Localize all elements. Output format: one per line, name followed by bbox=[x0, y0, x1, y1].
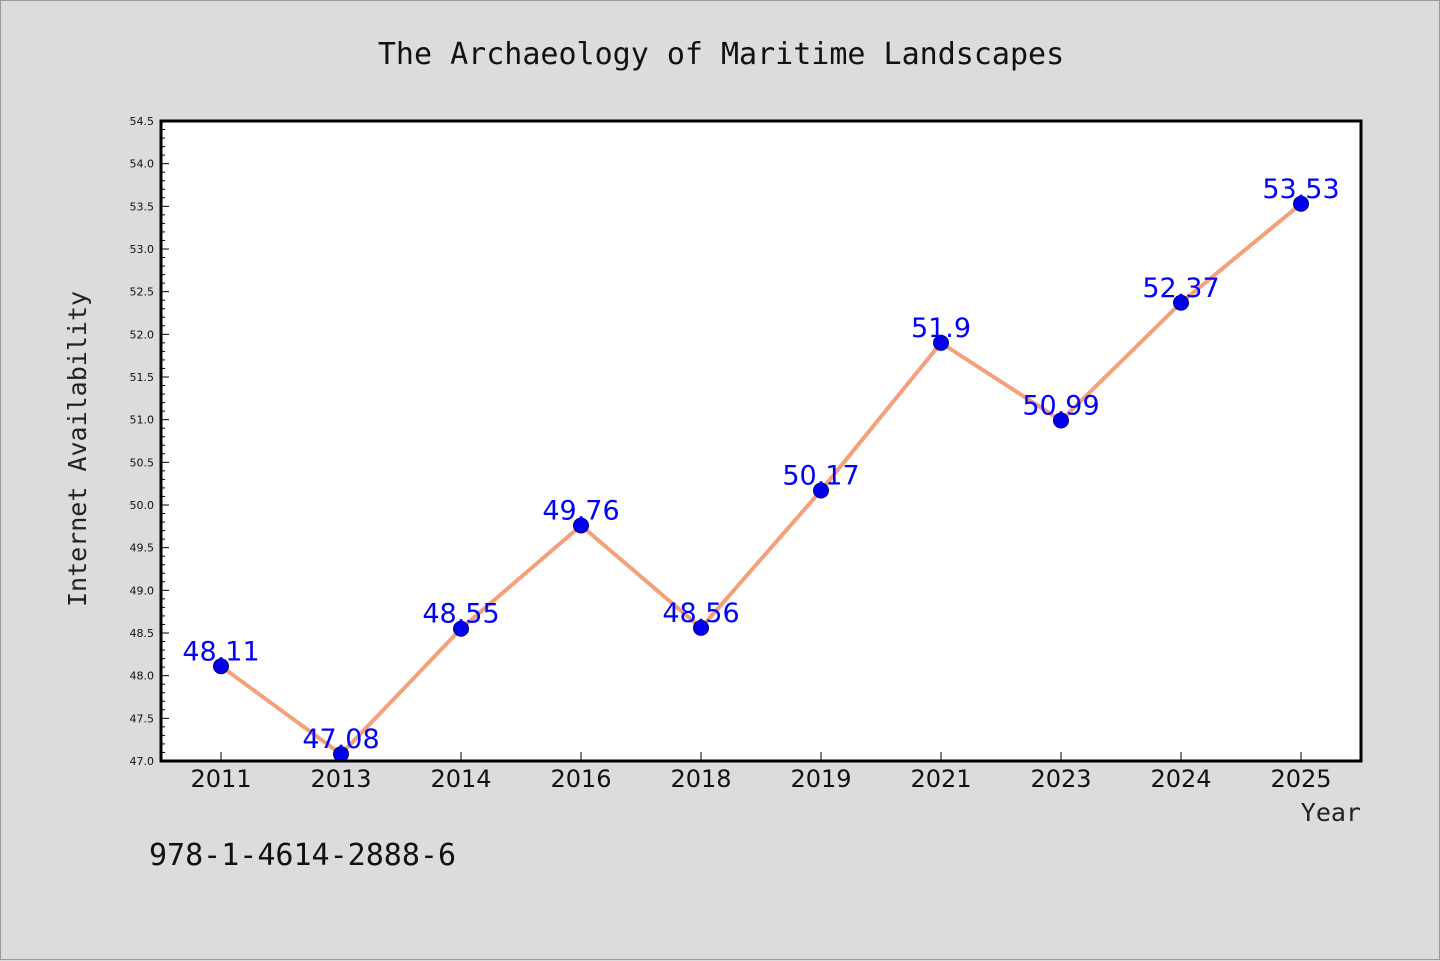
data-point bbox=[1053, 412, 1069, 429]
x-tick-label: 2025 bbox=[1270, 765, 1331, 793]
x-axis-label: Year bbox=[1301, 798, 1361, 827]
data-label: 53.53 bbox=[1262, 174, 1339, 205]
y-tick-label: 52.0 bbox=[130, 328, 155, 341]
y-tick-label: 54.0 bbox=[130, 158, 155, 171]
y-tick-label: 53.0 bbox=[130, 243, 155, 256]
x-tick-label: 2011 bbox=[190, 765, 251, 793]
x-tick-label: 2024 bbox=[1150, 765, 1211, 793]
y-tick-label: 48.5 bbox=[130, 627, 155, 640]
data-point bbox=[693, 619, 709, 636]
x-tick-label: 2019 bbox=[790, 765, 851, 793]
data-label: 51.9 bbox=[911, 313, 971, 344]
data-point bbox=[813, 482, 829, 499]
y-tick-label: 54.5 bbox=[130, 115, 155, 128]
y-tick-label: 47.0 bbox=[130, 755, 155, 768]
data-label: 50.17 bbox=[782, 460, 859, 491]
data-label: 52.37 bbox=[1142, 273, 1219, 304]
x-tick-label: 2013 bbox=[310, 765, 371, 793]
data-label: 48.55 bbox=[422, 599, 499, 630]
y-tick-label: 49.0 bbox=[130, 584, 155, 597]
data-label: 48.11 bbox=[182, 636, 259, 667]
y-tick-label: 52.5 bbox=[130, 286, 155, 299]
data-label: 49.76 bbox=[542, 495, 619, 526]
y-tick-label: 53.5 bbox=[130, 200, 155, 213]
chart-title: The Archaeology of Maritime Landscapes bbox=[378, 37, 1064, 72]
data-point bbox=[453, 620, 469, 637]
isbn-text: 978-1-4614-2888-6 bbox=[149, 838, 456, 873]
y-tick-label: 50.5 bbox=[130, 456, 155, 469]
data-point bbox=[933, 334, 949, 351]
y-tick-label: 48.0 bbox=[130, 670, 155, 683]
x-tick-label: 2018 bbox=[670, 765, 731, 793]
data-point bbox=[1293, 195, 1309, 212]
series-group: 48.11 47.08 48.55 49.76 48.56 50.17 51.9 50.99 5… bbox=[182, 174, 1340, 763]
data-point bbox=[1173, 294, 1189, 311]
data-point bbox=[573, 517, 589, 534]
y-tick-label: 51.5 bbox=[130, 371, 155, 384]
y-tick-label: 47.5 bbox=[130, 712, 155, 725]
y-axis: 47.0 47.5 48.0 48.5 49.0 49.5 50.0 50.5 51.0 51.5… bbox=[130, 115, 169, 768]
y-tick-label: 50.0 bbox=[130, 499, 155, 512]
y-tick-label: 51.0 bbox=[130, 414, 155, 427]
plot-frame bbox=[159, 119, 1363, 763]
series-line bbox=[219, 201, 1303, 757]
data-label: 48.56 bbox=[662, 598, 739, 629]
x-tick-label: 2016 bbox=[550, 765, 611, 793]
y-axis-label: Internet Availability bbox=[63, 291, 92, 607]
data-point bbox=[213, 658, 229, 675]
x-axis: 2011 2013 2014 2016 2018 2019 2021 2023 2024 2025 bbox=[190, 752, 1332, 793]
x-tick-label: 2021 bbox=[910, 765, 971, 793]
x-tick-label: 2014 bbox=[430, 765, 491, 793]
data-label: 50.99 bbox=[1022, 391, 1099, 422]
plot-area bbox=[161, 121, 1361, 761]
y-tick-label: 49.5 bbox=[130, 542, 155, 555]
data-label: 47.08 bbox=[302, 724, 379, 755]
x-tick-label: 2023 bbox=[1030, 765, 1091, 793]
